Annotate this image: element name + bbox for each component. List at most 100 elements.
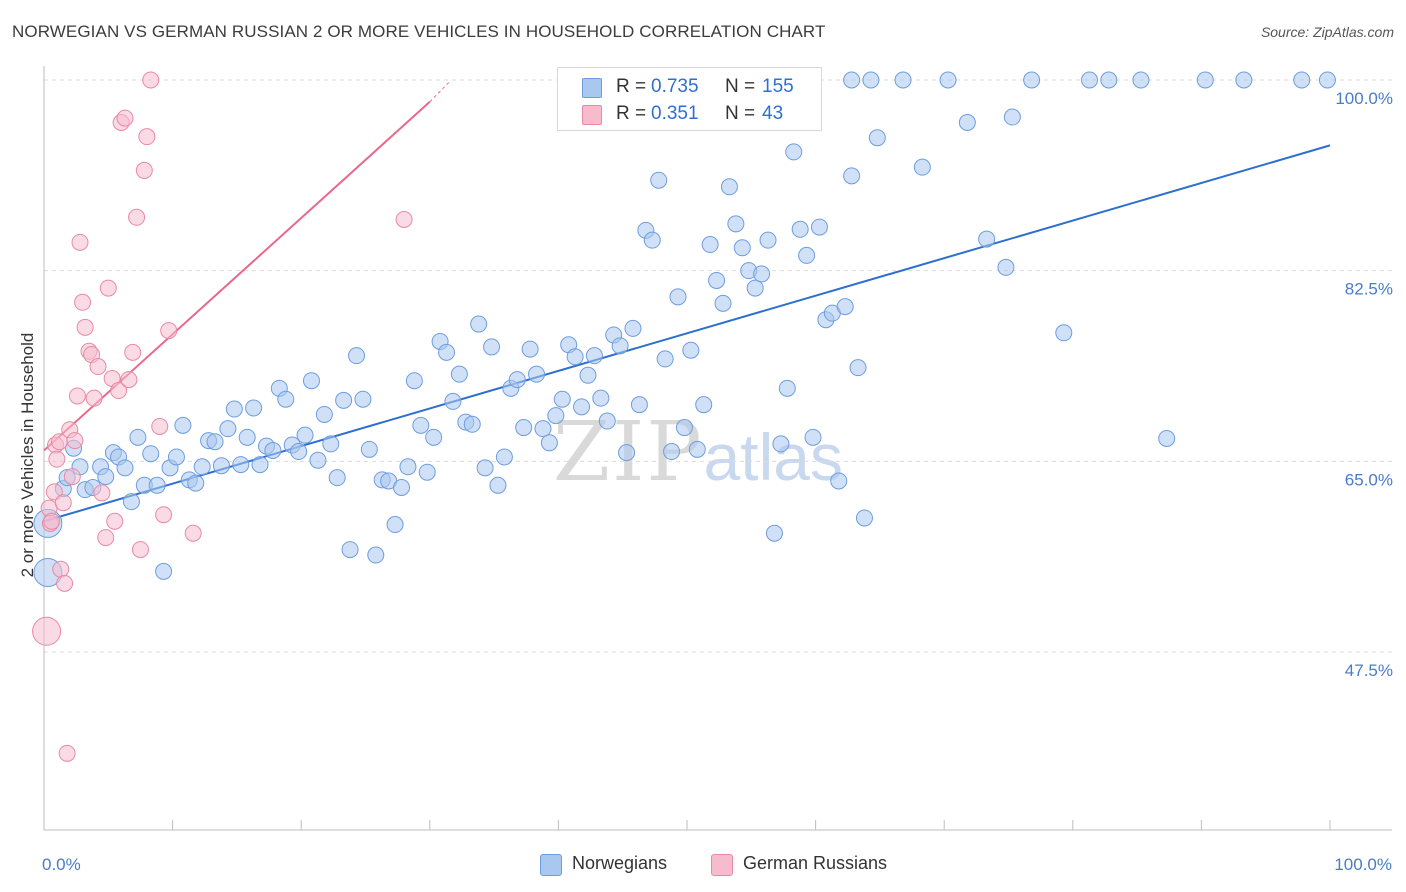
data-point [585, 347, 603, 365]
y-tick-label: 47.5% [1345, 661, 1393, 680]
data-point [219, 420, 237, 438]
data-point [1158, 429, 1176, 447]
data-point [63, 468, 81, 486]
correlation-legend: R = 0.735 N = 155 R = 0.351 N = 43 [557, 67, 822, 131]
x-tick-label: 0.0% [42, 855, 81, 874]
data-point [1235, 71, 1253, 89]
data-point [85, 389, 103, 407]
data-point [43, 512, 61, 530]
data-point [48, 450, 66, 468]
data-point [184, 524, 202, 542]
data-point [399, 458, 417, 476]
data-point [579, 366, 597, 384]
y-axis-label: 2 or more Vehicles in Household [18, 333, 37, 578]
data-point [187, 474, 205, 492]
y-tick-label: 82.5% [1345, 280, 1393, 299]
data-point [733, 239, 751, 257]
data-point [791, 220, 809, 238]
data-point [131, 541, 149, 559]
data-point [386, 516, 404, 534]
data-point [695, 396, 713, 414]
data-point [76, 318, 94, 336]
data-point [360, 440, 378, 458]
data-point [418, 463, 436, 481]
data-point [116, 459, 134, 477]
tick-labels: 100.0% 82.5% 65.0% 47.5% 0.0% 100.0% [42, 89, 1393, 874]
data-point [611, 337, 629, 355]
data-point [354, 390, 372, 408]
data-point [1081, 71, 1099, 89]
bottom-legend-swatch-german-russians [711, 854, 733, 876]
data-point [753, 265, 771, 283]
data-point [32, 616, 62, 646]
data-point [720, 178, 738, 196]
data-point [405, 372, 423, 390]
data-point [193, 458, 211, 476]
data-point [843, 167, 861, 185]
data-point [1023, 71, 1041, 89]
data-point [573, 398, 591, 416]
bottom-legend-label: German Russians [743, 853, 888, 873]
data-point [688, 440, 706, 458]
data-point [598, 412, 616, 430]
data-point [1100, 71, 1118, 89]
data-point [939, 71, 957, 89]
bottom-legend-label: Norwegians [572, 853, 668, 873]
data-point [566, 348, 584, 366]
data-point [68, 387, 86, 405]
data-point [540, 434, 558, 452]
data-point [120, 371, 138, 389]
data-point [89, 358, 107, 376]
chart-title: NORWEGIAN VS GERMAN RUSSIAN 2 OR MORE VE… [12, 22, 826, 41]
data-point [128, 208, 146, 226]
data-point [99, 279, 117, 297]
data-point [785, 143, 803, 161]
data-point [489, 476, 507, 494]
data-point [251, 456, 269, 474]
data-point [122, 493, 140, 511]
data-point [849, 359, 867, 377]
data-point [656, 350, 674, 368]
data-point [1196, 71, 1214, 89]
data-point [56, 574, 74, 592]
data-point [322, 435, 340, 453]
data-point [1293, 71, 1311, 89]
data-point [129, 428, 147, 446]
data-point [393, 478, 411, 496]
data-point [483, 338, 501, 356]
data-point [138, 128, 156, 146]
data-point [630, 396, 648, 414]
y-tick-label: 100.0% [1335, 89, 1393, 108]
data-point [521, 340, 539, 358]
data-point [395, 210, 413, 228]
data-point [93, 484, 111, 502]
data-point [444, 392, 462, 410]
data-point [309, 451, 327, 469]
data-point [367, 546, 385, 564]
data-point [58, 744, 76, 762]
grid-lines [44, 79, 1392, 653]
data-point [765, 524, 783, 542]
data-point [843, 71, 861, 89]
data-point [52, 560, 70, 578]
data-point [547, 407, 565, 425]
data-point [650, 171, 668, 189]
data-point [155, 506, 173, 524]
data-point [778, 379, 796, 397]
legend-n-label: N = [725, 76, 756, 97]
data-point [463, 415, 481, 433]
data-point [553, 390, 571, 408]
data-point [116, 109, 134, 127]
legend-n-value: 155 [762, 76, 794, 97]
data-point [97, 468, 115, 486]
data-point [425, 428, 443, 446]
data-point [714, 294, 732, 312]
legend-r-value: 0.735 [651, 76, 699, 97]
y-tick-label: 65.0% [1345, 470, 1393, 489]
data-point [618, 444, 636, 462]
data-point [110, 382, 128, 400]
legend-r-label: R = [616, 103, 647, 124]
data-point [1055, 324, 1073, 342]
data-point [54, 494, 72, 512]
data-point [830, 472, 848, 490]
